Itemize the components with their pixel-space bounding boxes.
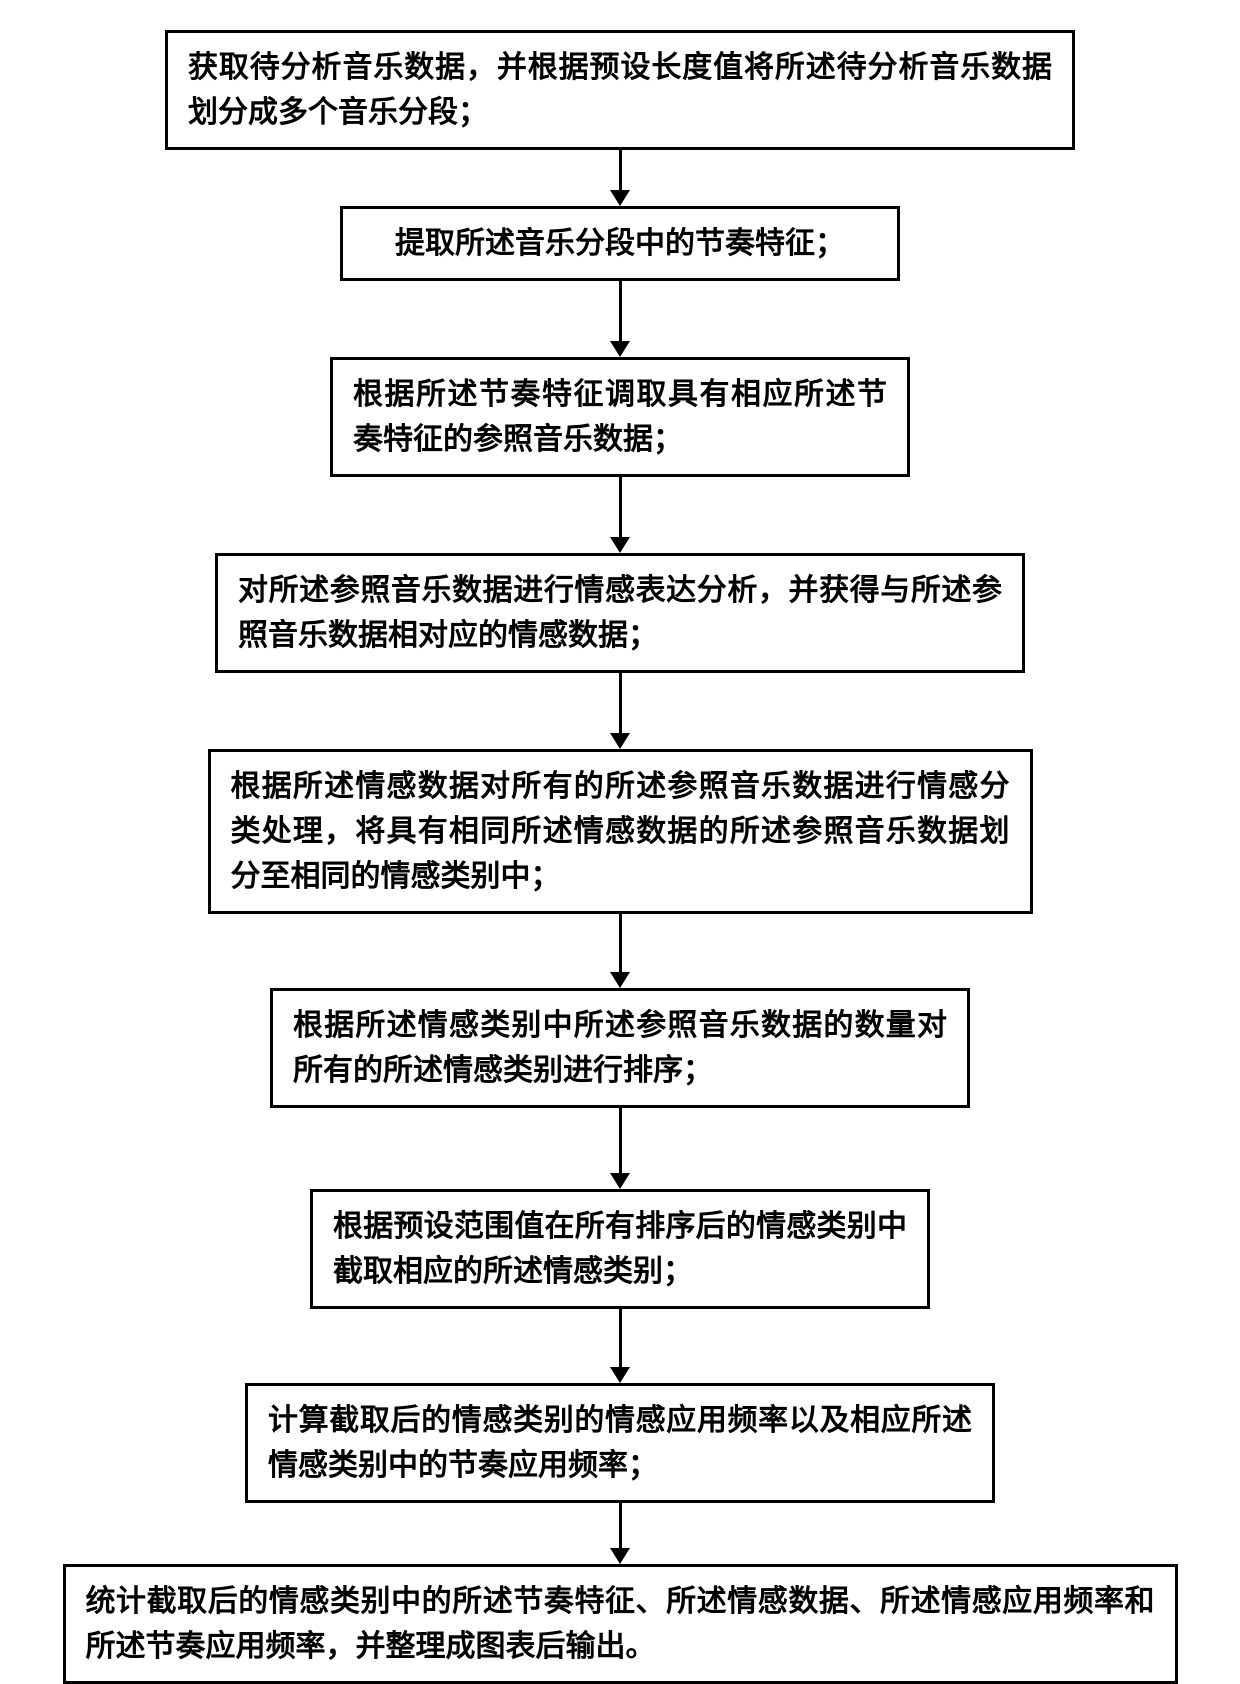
- arrow-head-icon: [610, 341, 630, 357]
- arrow-7: [610, 1309, 630, 1383]
- flowchart-step-4: 对所述参照音乐数据进行情感表达分析，并获得与所述参照音乐数据相对应的情感数据；: [215, 553, 1025, 673]
- step-3-text: 根据所述节奏特征调取具有相应所述节奏特征的参照音乐数据；: [353, 372, 887, 462]
- arrow-line: [619, 914, 622, 972]
- step-2-text: 提取所述音乐分段中的节奏特征；: [395, 221, 845, 266]
- arrow-line: [619, 281, 622, 341]
- arrow-4: [610, 673, 630, 749]
- arrow-head-icon: [610, 733, 630, 749]
- flowchart-step-5: 根据所述情感数据对所有的所述参照音乐数据进行情感分类处理，将具有相同所述情感数据…: [208, 749, 1033, 914]
- flowchart-container: 获取待分析音乐数据，并根据预设长度值将所述待分析音乐数据划分成多个音乐分段； 提…: [0, 0, 1240, 1672]
- arrow-2: [610, 281, 630, 357]
- arrow-line: [619, 150, 622, 190]
- step-6-text: 根据所述情感类别中所述参照音乐数据的数量对所有的所述情感类别进行排序；: [293, 1003, 947, 1093]
- flowchart-step-3: 根据所述节奏特征调取具有相应所述节奏特征的参照音乐数据；: [330, 357, 910, 477]
- arrow-head-icon: [610, 972, 630, 988]
- step-1-text: 获取待分析音乐数据，并根据预设长度值将所述待分析音乐数据划分成多个音乐分段；: [188, 45, 1052, 135]
- arrow-head-icon: [610, 537, 630, 553]
- flowchart-step-7: 根据预设范围值在所有排序后的情感类别中截取相应的所述情感类别；: [310, 1189, 930, 1309]
- arrow-3: [610, 477, 630, 553]
- arrow-line: [619, 673, 622, 733]
- arrow-head-icon: [610, 190, 630, 206]
- step-9-text: 统计截取后的情感类别中的所述节奏特征、所述情感数据、所述情感应用频率和所述节奏应…: [86, 1579, 1155, 1669]
- arrow-head-icon: [610, 1367, 630, 1383]
- arrow-line: [619, 477, 622, 537]
- arrow-line: [619, 1108, 622, 1173]
- arrow-1: [610, 150, 630, 206]
- arrow-head-icon: [610, 1548, 630, 1564]
- arrow-line: [619, 1309, 622, 1367]
- flowchart-step-2: 提取所述音乐分段中的节奏特征；: [340, 206, 900, 281]
- step-5-text: 根据所述情感数据对所有的所述参照音乐数据进行情感分类处理，将具有相同所述情感数据…: [231, 764, 1010, 899]
- arrow-5: [610, 914, 630, 988]
- arrow-head-icon: [610, 1173, 630, 1189]
- arrow-line: [619, 1503, 622, 1548]
- step-7-text: 根据预设范围值在所有排序后的情感类别中截取相应的所述情感类别；: [333, 1204, 907, 1294]
- step-8-text: 计算截取后的情感类别的情感应用频率以及相应所述情感类别中的节奏应用频率；: [268, 1398, 972, 1488]
- flowchart-step-6: 根据所述情感类别中所述参照音乐数据的数量对所有的所述情感类别进行排序；: [270, 988, 970, 1108]
- flowchart-step-8: 计算截取后的情感类别的情感应用频率以及相应所述情感类别中的节奏应用频率；: [245, 1383, 995, 1503]
- arrow-8: [610, 1503, 630, 1564]
- flowchart-step-9: 统计截取后的情感类别中的所述节奏特征、所述情感数据、所述情感应用频率和所述节奏应…: [63, 1564, 1178, 1684]
- arrow-6: [610, 1108, 630, 1189]
- step-4-text: 对所述参照音乐数据进行情感表达分析，并获得与所述参照音乐数据相对应的情感数据；: [238, 568, 1002, 658]
- flowchart-step-1: 获取待分析音乐数据，并根据预设长度值将所述待分析音乐数据划分成多个音乐分段；: [165, 30, 1075, 150]
